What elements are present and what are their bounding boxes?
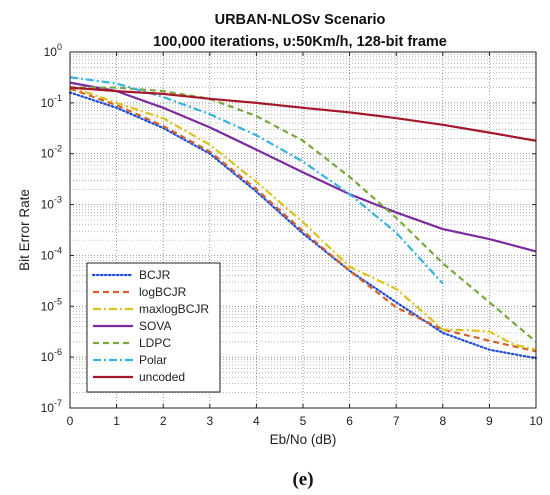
legend-label-ldpc: LDPC	[139, 336, 171, 350]
y-tick-label: 100	[44, 42, 62, 59]
series-uncoded-line	[69, 86, 537, 142]
series-polar-line	[69, 76, 444, 285]
x-tick-label: 10	[529, 414, 543, 428]
y-tick-label: 10-4	[41, 245, 62, 262]
y-tick-label: 10-2	[41, 144, 62, 161]
y-tick-label: 10-3	[41, 195, 62, 212]
series-bcjr-line	[68, 91, 538, 360]
x-tick-label: 7	[393, 414, 400, 428]
chart-subtitle: 100,000 iterations, υ:50Km/h, 128-bit fr…	[153, 34, 447, 50]
legend-label-sova: SOVA	[139, 319, 171, 333]
x-tick-label: 9	[486, 414, 493, 428]
x-tick-label: 4	[253, 414, 260, 428]
legend-label-logbcjr: logBCJR	[139, 285, 187, 299]
legend-label-uncoded: uncoded	[139, 370, 185, 384]
y-tick-label: 10-6	[41, 347, 62, 364]
series-sova-line	[69, 81, 537, 253]
x-tick-label: 5	[300, 414, 307, 428]
y-axis-label: Bit Error Rate	[17, 189, 32, 271]
x-tick-label: 1	[113, 414, 120, 428]
legend-label-bcjr: BCJR	[139, 268, 171, 282]
y-tick-label: 10-5	[41, 296, 62, 313]
data-series	[68, 76, 538, 360]
x-tick-label: 3	[206, 414, 213, 428]
panel-label: (e)	[292, 469, 313, 490]
x-tick-label: 8	[439, 414, 446, 428]
series-logbcjr-line	[69, 87, 537, 353]
x-axis-label: Eb/No (dB)	[270, 432, 337, 447]
series-ldpc-line	[70, 86, 537, 343]
legend: BCJR logBCJR maxlogBCJR SOVA LDPC Polar uncode…	[86, 262, 221, 393]
axis-ticks: 0 1 2 3 4 5 6 7 8 9 10 100 10-1 10-2 10-3 10-4 10-5 10-6 1…	[41, 42, 543, 428]
x-tick-label: 2	[160, 414, 167, 428]
legend-label-maxlogbcjr: maxlogBCJR	[139, 302, 209, 316]
x-tick-label: 6	[346, 414, 353, 428]
series-maxlogbcjr-line	[69, 85, 537, 351]
legend-box	[86, 262, 221, 393]
y-tick-label: 10-7	[41, 398, 62, 415]
legend-label-polar: Polar	[139, 353, 167, 367]
y-tick-label: 10-1	[41, 93, 62, 110]
chart-title: URBAN-NLOSv Scenario	[215, 12, 386, 28]
x-tick-label: 0	[67, 414, 74, 428]
